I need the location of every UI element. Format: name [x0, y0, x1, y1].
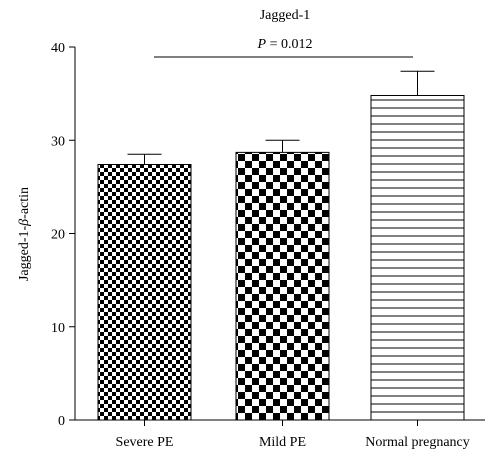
y-axis-label-suffix: -actin	[17, 187, 32, 219]
y-axis-label-beta: β	[17, 219, 32, 227]
y-axis-label-prefix: Jagged-1-	[17, 225, 32, 281]
y-axis: 0 10 20 30 40	[51, 41, 76, 429]
x-tick-label: Normal pregnancy	[365, 435, 470, 450]
x-axis: Severe PE Mild PE Normal pregnancy	[75, 419, 485, 450]
p-value-annotation: P = 0.012	[257, 37, 313, 52]
y-axis-label: Jagged-1-β-actin	[17, 187, 32, 281]
y-tick-label: 0	[58, 414, 65, 429]
x-tick-label: Severe PE	[116, 435, 174, 450]
y-tick-label: 20	[51, 228, 65, 243]
bar	[235, 151, 330, 421]
bars	[97, 70, 465, 421]
bar	[370, 94, 465, 421]
y-tick-label: 10	[51, 321, 65, 336]
y-tick-label: 30	[51, 134, 65, 149]
p-value-number: = 0.012	[266, 37, 312, 52]
p-value-symbol: P	[257, 37, 267, 52]
chart-title: Jagged-1	[260, 8, 311, 23]
bar	[97, 163, 192, 421]
x-tick-label: Mild PE	[259, 435, 306, 450]
y-tick-label: 40	[51, 41, 65, 56]
